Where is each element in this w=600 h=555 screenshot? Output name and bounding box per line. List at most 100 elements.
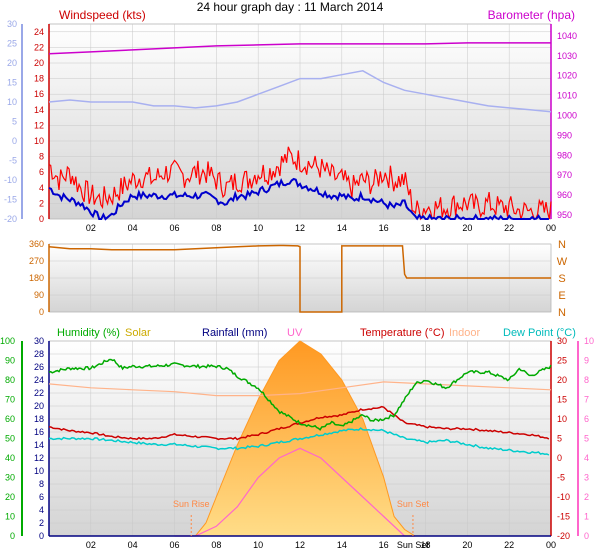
barometer-line	[48, 42, 551, 55]
uv-line	[174, 447, 415, 537]
humidity-line	[48, 358, 552, 431]
windspeed-tick-label: 10	[34, 136, 44, 146]
legend-uv: UV	[287, 327, 303, 339]
sun-annotation-label: Sun Set	[397, 499, 430, 509]
rainfall-tick-label: 24	[34, 375, 44, 385]
windspeed-tick-label: 2	[39, 198, 44, 208]
uv-tick-label: 8	[584, 375, 589, 385]
temperature-tick-label: -5	[557, 473, 565, 483]
barometer-tick-label: 990	[557, 130, 572, 140]
windspeed-tick-label: 0	[39, 214, 44, 224]
barometer-tick-label: 980	[557, 150, 572, 160]
rainfall-tick-label: 22	[34, 388, 44, 398]
wind-time-tick-label: 20	[462, 223, 472, 233]
compass-label: E	[558, 290, 565, 302]
page-title: 24 hour graph day : 11 March 2014	[197, 0, 384, 14]
indoor-line	[48, 381, 552, 397]
legend-humidity: Humidity (%)	[57, 327, 120, 339]
sun-annotation-label: Sun Rise	[173, 499, 210, 509]
uv-tick-label: 1	[584, 512, 589, 522]
temperature-tick-label: 10	[557, 414, 567, 424]
temperature-tick-label: -15	[557, 512, 570, 522]
humidity-tick-label: 20	[5, 492, 15, 502]
outer-left-ticks: -20 -15 -10 -5 0 5 10 15 20 25 30	[4, 19, 17, 224]
outer-left-tick-label: 30	[7, 19, 17, 29]
uv-tick-label: 9	[584, 356, 589, 366]
uv-tick-label: 5	[584, 434, 589, 444]
humidity-tick-label: 30	[5, 473, 15, 483]
temp-time-tick-label: 20	[462, 540, 472, 550]
temp-time-tick-label: 16	[379, 540, 389, 550]
humidity-tick-label: 60	[5, 414, 15, 424]
temp-time-tick-label: 08	[211, 540, 221, 550]
legend-rainfall: Rainfall (mm)	[202, 327, 267, 339]
barometer-tick-label: 950	[557, 210, 572, 220]
wind-time-tick-label: 08	[211, 223, 221, 233]
barometer-tick-label: 1040	[557, 31, 577, 41]
wind-time-tick-label: 00	[546, 223, 556, 233]
barometer-tick-label: 1010	[557, 91, 577, 101]
humidity-tick-label: 10	[5, 512, 15, 522]
temp-time-tick-label: 02	[86, 540, 96, 550]
compass-label: N	[558, 307, 566, 319]
uv-ticks: 0 1 2 3 4 5 6 7 8 9 10	[584, 336, 594, 541]
average-windspeed-line	[48, 177, 549, 221]
wind-time-tick-label: 16	[379, 223, 389, 233]
dew-point-line	[48, 427, 550, 456]
temp-time-tick-label: 10	[253, 540, 263, 550]
compass-label: W	[557, 256, 568, 268]
humidity-tick-label: 80	[5, 375, 15, 385]
windspeed-axis-label: Windspeed (kts)	[59, 8, 146, 22]
barometer-axis-label: Barometer (hpa)	[488, 8, 575, 22]
humidity-tick-label: 90	[5, 356, 15, 366]
direction-degree-ticks: 0 90 180 270 360	[29, 239, 44, 317]
rainfall-tick-label: 30	[34, 336, 44, 346]
outer-left-tick-label: 0	[12, 136, 17, 146]
windspeed-tick-label: 22	[34, 42, 44, 52]
outer-left-tick-label: 20	[7, 58, 17, 68]
rainfall-tick-label: 6	[39, 492, 44, 502]
temperature-tick-label: 25	[557, 356, 567, 366]
temp-time-tick-label: 00	[546, 540, 556, 550]
rainfall-tick-label: 14	[34, 440, 44, 450]
wind-time-tick-label: 18	[420, 223, 430, 233]
wind-time-tick-label: 04	[128, 223, 138, 233]
direction-degree-label: 90	[34, 290, 44, 300]
outer-left-tick-label: -15	[4, 195, 17, 205]
rainfall-tick-label: 18	[34, 414, 44, 424]
barometer-tick-label: 960	[557, 190, 572, 200]
uv-tick-label: 6	[584, 414, 589, 424]
wind-time-ticks: 02 04 06 08 10 12 14 16 18 20 22 00	[86, 223, 556, 233]
outer-left-tick-label: -10	[4, 175, 17, 185]
rainfall-tick-label: 26	[34, 362, 44, 372]
windspeed-tick-label: 4	[39, 183, 44, 193]
wind-time-tick-label: 22	[504, 223, 514, 233]
temperature-tick-label: -10	[557, 492, 570, 502]
rainfall-tick-label: 8	[39, 479, 44, 489]
barometer-tick-label: 1030	[557, 51, 577, 61]
rainfall-tick-label: 16	[34, 427, 44, 437]
rainfall-tick-label: 20	[34, 401, 44, 411]
outer-left-tick-label: 25	[7, 39, 17, 49]
temperature-tick-label: 20	[557, 375, 567, 385]
uv-tick-label: 2	[584, 492, 589, 502]
wind-time-tick-label: 02	[86, 223, 96, 233]
direction-degree-label: 0	[39, 307, 44, 317]
temperature-tick-label: 30	[557, 336, 567, 346]
temp-time-ticks: 02 04 06 08 10 12 14 16 18 20 22 00	[86, 540, 556, 550]
windspeed-tick-label: 16	[34, 89, 44, 99]
direction-degree-label: 360	[29, 239, 44, 249]
windspeed-tick-label: 14	[34, 105, 44, 115]
wind-chill-band-line	[48, 70, 552, 113]
windspeed-tick-label: 6	[39, 167, 44, 177]
compass-label: N	[558, 239, 566, 251]
wind-time-tick-label: 14	[337, 223, 347, 233]
uv-tick-label: 3	[584, 473, 589, 483]
humidity-ticks: 0 10 20 30 40 50 60 70 80 90 100	[0, 336, 15, 541]
humidity-tick-label: 70	[5, 395, 15, 405]
temperature-tick-label: 0	[557, 453, 562, 463]
